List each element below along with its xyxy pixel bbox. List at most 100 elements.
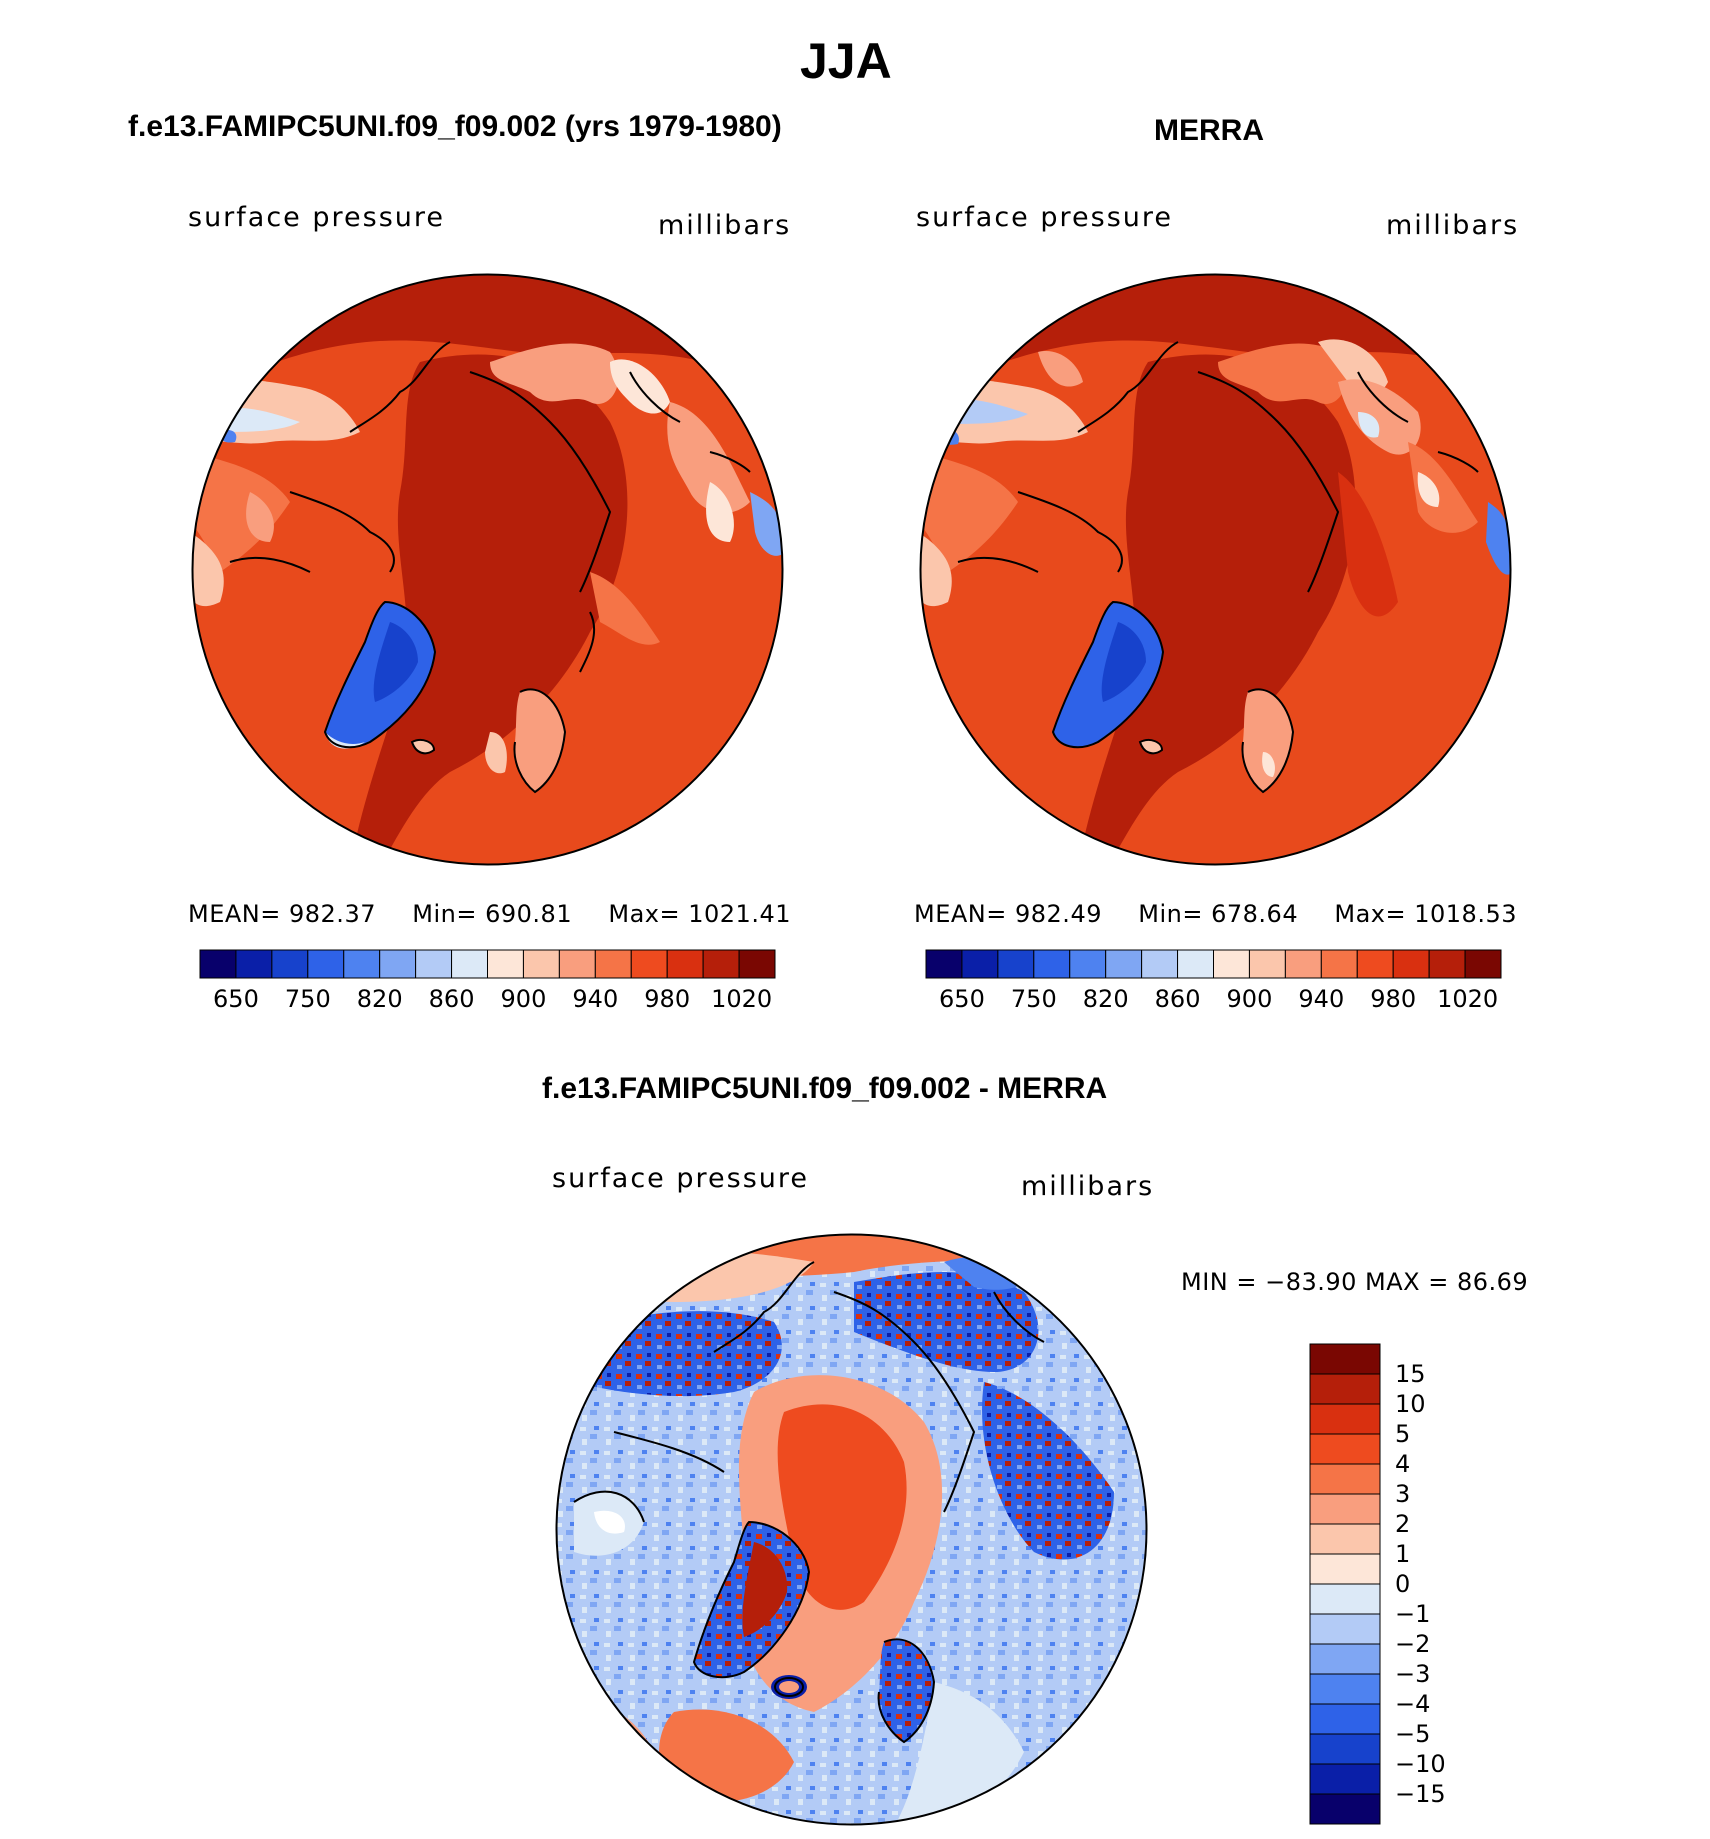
diff-colorbar-swatch [1309,1403,1381,1435]
diff-colorbar-tick-label: 10 [1395,1390,1426,1418]
obs-min-label: Min= [1138,900,1203,928]
diff-colorbar-swatch [1309,1733,1381,1765]
model-colorbar-swatch [630,949,668,979]
model-colorbar-swatch [558,949,596,979]
obs-mean-label: MEAN= [914,900,1007,928]
diff-colorbar-swatch [1309,1673,1381,1705]
diff-colorbar-swatch [1309,1703,1381,1735]
diff-colorbar-swatch [1309,1343,1381,1375]
diff-colorbar-swatch [1309,1373,1381,1405]
obs-colorbar-swatch [1033,949,1071,979]
model-colorbar-swatch [199,949,237,979]
obs-colorbar-tick-label: 900 [1226,985,1273,1013]
model-colorbar-swatch [271,949,309,979]
obs-polar-map [919,273,1512,866]
model-mean-label: MEAN= [188,900,281,928]
model-colorbar-swatch [594,949,632,979]
model-colorbar-swatch [666,949,704,979]
diff-colorbar-tick-label: 4 [1395,1450,1411,1478]
obs-min-value: 678.64 [1211,900,1299,928]
diff-colorbar-ticks: 15 10 5 4 3 2 1 0 −1 −2 −3 −4 −5 −10 −15 [1395,1344,1475,1824]
diff-colorbar-tick-label: 3 [1395,1480,1411,1508]
model-max-label: Max= [608,900,681,928]
obs-colorbar [925,949,1502,979]
obs-colorbar-tick-label: 750 [1010,985,1057,1013]
diff-colorbar-swatch [1309,1433,1381,1465]
obs-colorbar-swatch [1428,949,1466,979]
diff-colorbar-tick-label: 5 [1395,1420,1411,1448]
obs-colorbar-tick-label: 980 [1370,985,1417,1013]
model-colorbar-swatch [487,949,524,979]
diff-colorbar-tick-label: −10 [1395,1750,1446,1778]
model-variable-label: surface pressure [188,202,445,233]
obs-colorbar-swatch [1248,949,1286,979]
obs-colorbar-swatch [925,949,963,979]
obs-units-label: millibars [1386,210,1520,241]
obs-variable-label: surface pressure [916,202,1173,233]
diff-colorbar-tick-label: 15 [1395,1360,1426,1388]
diff-colorbar [1309,1343,1381,1825]
model-colorbar-swatch [307,949,345,979]
obs-colorbar-swatch [997,949,1035,979]
obs-colorbar-swatch [1392,949,1430,979]
obs-colorbar-swatch [1069,949,1107,979]
model-max-value: 1021.41 [688,900,791,928]
model-colorbar-ticks: 650 750 820 860 900 940 980 1020 [200,985,775,1015]
model-colorbar-tick-label: 860 [428,985,475,1013]
model-colorbar-swatch [235,949,273,979]
model-colorbar-swatch [343,949,381,979]
model-colorbar-swatch [702,949,740,979]
model-colorbar-tick-label: 980 [644,985,691,1013]
model-min-value: 690.81 [485,900,573,928]
obs-colorbar-ticks: 650 750 820 860 900 940 980 1020 [926,985,1501,1015]
model-mean-value: 982.37 [289,900,376,928]
model-colorbar-tick-label: 1020 [711,985,773,1013]
diff-units-label: millibars [1021,1171,1155,1202]
model-colorbar-tick-label: 820 [356,985,403,1013]
obs-colorbar-swatch [1284,949,1322,979]
diff-colorbar-tick-label: −3 [1395,1660,1431,1688]
diff-panel-heading: f.e13.FAMIPC5UNI.f09_f09.002 - MERRA [542,1072,1108,1105]
obs-colorbar-swatch [1177,949,1214,979]
model-colorbar-swatch [738,949,776,979]
model-polar-map [191,273,784,866]
obs-mean-value: 982.49 [1015,900,1102,928]
model-colorbar-swatch [415,949,453,979]
model-colorbar-tick-label: 940 [572,985,619,1013]
diff-colorbar-tick-label: 2 [1395,1510,1411,1538]
obs-colorbar-swatch [1213,949,1250,979]
obs-panel-heading: MERRA [1154,114,1264,147]
model-colorbar [199,949,776,979]
model-colorbar-swatch [522,949,560,979]
obs-colorbar-swatch [961,949,999,979]
diff-colorbar-tick-label: −4 [1395,1690,1431,1718]
obs-colorbar-tick-label: 820 [1082,985,1129,1013]
diff-colorbar-swatch [1309,1463,1381,1495]
model-colorbar-tick-label: 750 [284,985,331,1013]
diff-colorbar-swatch [1309,1763,1381,1795]
diff-colorbar-tick-label: −1 [1395,1600,1431,1628]
diff-colorbar-tick-label: 1 [1395,1540,1411,1568]
obs-colorbar-swatch [1141,949,1179,979]
model-stats: MEAN= 982.37 Min= 690.81 Max= 1021.41 [188,900,791,928]
obs-stats: MEAN= 982.49 Min= 678.64 Max= 1018.53 [914,900,1517,928]
diff-colorbar-swatch [1309,1493,1381,1525]
model-colorbar-tick-label: 900 [500,985,547,1013]
diff-colorbar-swatch [1309,1613,1381,1645]
diff-minmax: MIN = −83.90 MAX = 86.69 [1181,1268,1529,1296]
obs-colorbar-swatch [1356,949,1394,979]
diff-colorbar-tick-label: −5 [1395,1720,1431,1748]
obs-colorbar-tick-label: 940 [1298,985,1345,1013]
diff-colorbar-tick-label: 0 [1395,1570,1411,1598]
diff-colorbar-swatch [1309,1553,1381,1585]
obs-colorbar-tick-label: 650 [939,985,985,1013]
figure-title: JJA [800,33,892,89]
model-colorbar-tick-label: 650 [213,985,259,1013]
obs-max-label: Max= [1334,900,1407,928]
obs-max-value: 1018.53 [1414,900,1517,928]
obs-colorbar-swatch [1320,949,1358,979]
diff-polar-map [555,1233,1148,1826]
model-colorbar-swatch [451,949,488,979]
diff-colorbar-tick-label: −15 [1395,1780,1446,1808]
diff-colorbar-tick-label: −2 [1395,1630,1431,1658]
